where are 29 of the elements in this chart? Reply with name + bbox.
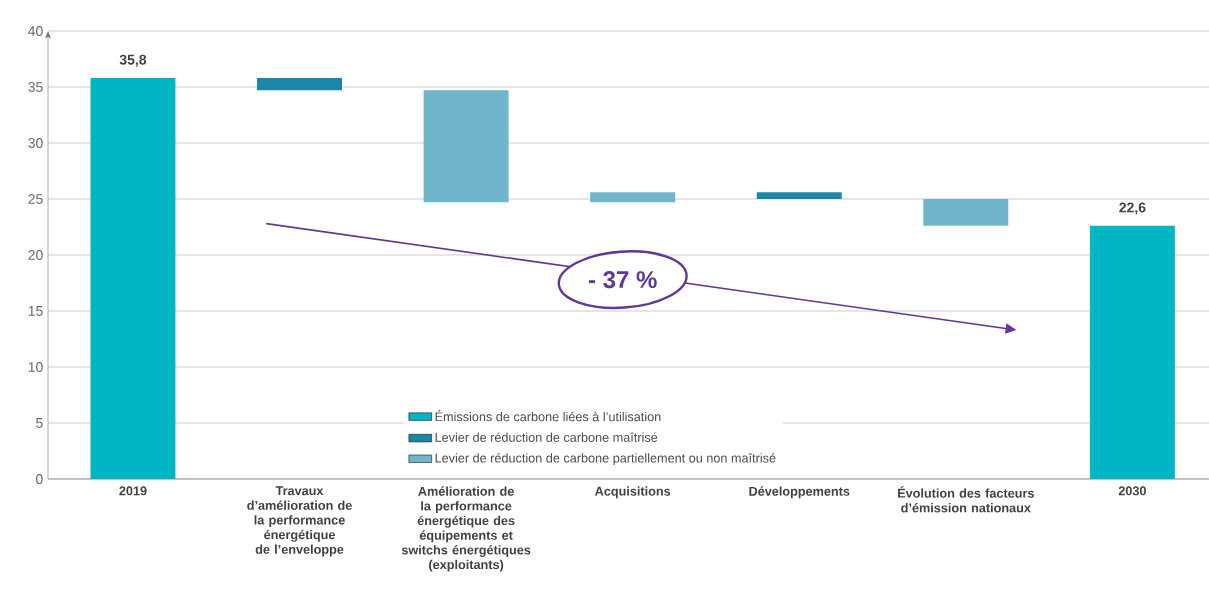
y-tick-label: 25 (28, 194, 43, 204)
y-tick-label: 20 (28, 250, 43, 260)
bar (923, 198, 1009, 226)
y-tick-label: 35 (28, 82, 43, 92)
x-tick-label: Développements (749, 486, 850, 499)
y-tick-label: 10 (28, 362, 43, 372)
y-tick-label: 0 (36, 474, 43, 484)
data-label: 35,8 (119, 54, 147, 67)
y-tick-label: 30 (28, 138, 43, 148)
y-tick-label: 5 (36, 418, 43, 428)
data-label: 22,6 (1119, 202, 1146, 215)
bar (423, 90, 509, 203)
y-tick-label: 40 (28, 26, 43, 36)
bar (90, 78, 176, 479)
x-tick-label: Amélioration de la performance énergétique des équipements et switchs énergétiques (exploitants) (401, 486, 531, 572)
bar (590, 192, 676, 203)
legend-label: Levier de réduction de carbone partiellement ou non maîtrisé (435, 453, 776, 466)
y-tick-label: 15 (28, 306, 43, 316)
bar (1089, 225, 1175, 479)
x-tick-label: Acquisitions (594, 486, 671, 499)
bar (756, 192, 842, 199)
bar (257, 78, 343, 91)
x-tick-label: Travaux d’amélioration de la performance énergétique de l’enveloppe (247, 486, 352, 557)
x-tick-label: 2019 (119, 486, 147, 496)
x-tick-label: Évolution des facteurs d’émission nationaux (898, 486, 1034, 513)
x-tick-label: 2030 (1118, 486, 1146, 496)
legend-label: Émissions de carbone liées à l’utilisation (435, 410, 661, 422)
annotation: - 37 % (588, 271, 657, 289)
legend-label: Levier de réduction de carbone maîtrisé (435, 432, 658, 442)
